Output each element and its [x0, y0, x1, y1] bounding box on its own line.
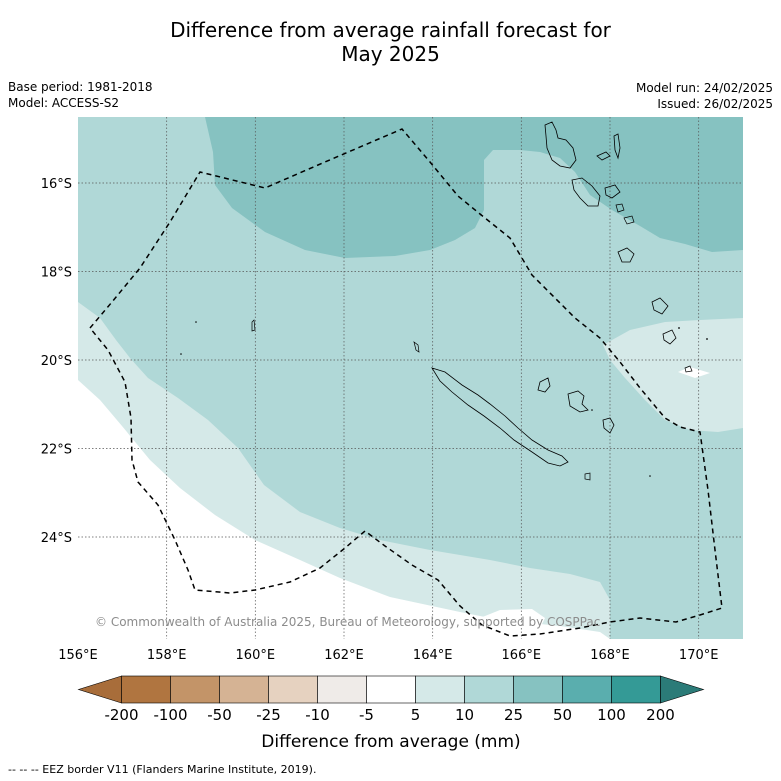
colorbar-segment [121, 675, 171, 704]
graticule [78, 117, 743, 639]
meta-left: Base period: 1981-2018 Model: ACCESS-S2 [8, 79, 153, 111]
colorbar-tick-label: 50 [553, 706, 572, 724]
colorbar-segment [268, 675, 318, 704]
colorbar-tick-label: -100 [153, 706, 187, 724]
lon-label: 170°E [679, 648, 719, 663]
ambrym-island [604, 184, 621, 199]
lat-label: 20°S [41, 354, 72, 369]
latitude-labels: 16°S 18°S 20°S 22°S 24°S [41, 177, 72, 546]
zone-neutral-east [678, 367, 710, 378]
base-period-text: Base period: 1981-2018 [8, 80, 153, 94]
chart-title: Difference from average rainfall forecas… [0, 18, 781, 66]
ambae-island [596, 151, 611, 161]
colorbar-tick-label: -25 [256, 706, 281, 724]
colorbar-segment [317, 675, 367, 704]
colorbar-tick-label: 200 [646, 706, 675, 724]
colorbar-tick-label: 100 [597, 706, 626, 724]
copyright-text: © Commonwealth of Australia 2025, Bureau… [95, 615, 600, 629]
colorbar-title: Difference from average (mm) [261, 732, 520, 752]
lifou-island [567, 390, 589, 413]
epi-island [615, 203, 625, 213]
maewo-island [613, 133, 621, 160]
islet-dot [649, 475, 651, 477]
colorbar-tick-label: 5 [411, 706, 421, 724]
new-caledonia-island [431, 367, 569, 467]
lon-label: 168°E [590, 648, 630, 663]
colorbar-segment [219, 675, 269, 704]
lon-label: 162°E [324, 648, 364, 663]
islet-dot [195, 321, 197, 323]
colorbar-segment [611, 675, 661, 704]
mare-island [602, 417, 615, 434]
lon-label: 160°E [236, 648, 276, 663]
zone-5-10-east [603, 318, 743, 432]
colorbar-tick-label: -200 [104, 706, 138, 724]
tanna-island [662, 329, 677, 345]
lon-label: 164°E [413, 648, 453, 663]
eez-border [89, 128, 723, 637]
colorbar-tick-label: -10 [305, 706, 330, 724]
lat-label: 24°S [41, 531, 72, 546]
map-area: © Commonwealth of Australia 2025, Bureau… [78, 117, 743, 639]
aneityum-island [684, 365, 693, 373]
islet-dot [678, 327, 680, 329]
colorbar-extend-high [660, 675, 705, 704]
colorbar-tick-label: 25 [504, 706, 523, 724]
issued-text: Issued: 26/02/2025 [657, 97, 773, 111]
lat-label: 18°S [41, 266, 72, 281]
erromango-island [651, 297, 669, 315]
ouvea-island [537, 377, 551, 393]
efate-island [617, 247, 635, 263]
model-text: Model: ACCESS-S2 [8, 96, 120, 110]
islet-dot [706, 338, 708, 340]
colorbar-tick-label: -50 [207, 706, 232, 724]
isle-of-pines [584, 472, 591, 481]
islet-dot [180, 353, 182, 355]
colorbar-segment [562, 675, 612, 704]
longitude-labels: 156°E 158°E 160°E 162°E 164°E 166°E 168°… [58, 648, 718, 663]
legend-footer: -- -- -- EEZ border V11 (Flanders Marine… [8, 763, 317, 776]
title-line-2: May 2025 [341, 42, 440, 66]
title-line-1: Difference from average rainfall forecas… [170, 18, 611, 42]
colorbar-segment [464, 675, 514, 704]
colorbar-tick-label: 10 [455, 706, 474, 724]
lat-label: 16°S [41, 177, 72, 192]
colorbar-tick-label: -5 [359, 706, 374, 724]
zone-25-50 [205, 117, 743, 258]
colorbar-segment [415, 675, 465, 704]
shepherd-islands [623, 215, 635, 225]
espiritu-santo-island [544, 121, 577, 169]
zone-neutral-southwest [78, 380, 610, 639]
colorbar [77, 675, 705, 704]
lat-label: 22°S [41, 443, 72, 458]
colorbar-segment [366, 675, 416, 704]
chesterfield-islands [251, 319, 256, 332]
model-run-text: Model run: 24/02/2025 [635, 81, 773, 95]
colorbar-segment [170, 675, 220, 704]
colorbar-tick-labels: -200 -100 -50 -25 -10 -5 5 10 25 50 100 … [104, 706, 674, 724]
lon-label: 158°E [147, 648, 187, 663]
belep-islands [413, 341, 420, 353]
zone-neutral-patch [480, 609, 545, 630]
islet-dot [591, 409, 593, 411]
lon-label: 166°E [502, 648, 542, 663]
colorbar-extend-low [77, 675, 122, 704]
lon-label: 156°E [58, 648, 98, 663]
meta-right: Model run: 24/02/2025 Issued: 26/02/2025 [636, 80, 773, 112]
malekula-island [571, 177, 601, 207]
colorbar-segment [513, 675, 563, 704]
